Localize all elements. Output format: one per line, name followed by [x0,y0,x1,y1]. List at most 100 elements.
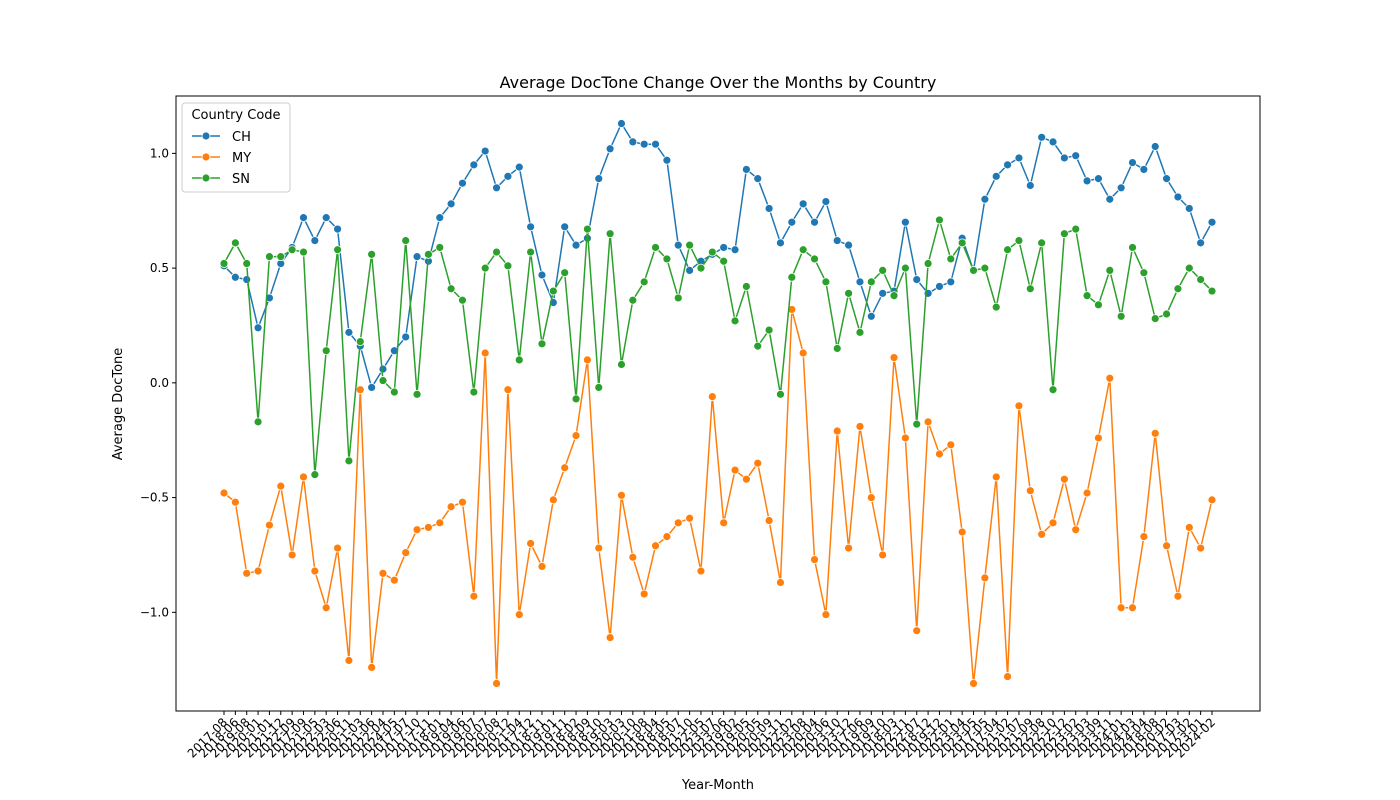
point [526,222,536,232]
point [435,243,445,252]
point [662,155,672,165]
legend-box [181,102,291,193]
point [980,263,990,273]
point [753,458,763,468]
point [367,249,377,259]
point [503,171,513,181]
point [1128,603,1137,613]
y-axis-label: Average DocTone [111,348,126,461]
point [492,679,501,688]
point [1048,518,1058,528]
point [696,566,706,576]
point [810,555,819,564]
point [628,295,638,305]
point [1139,532,1149,541]
point [333,543,342,553]
point [458,178,467,188]
series-line [223,217,1213,475]
point [242,568,252,578]
point [1207,217,1217,227]
point [583,224,592,234]
point [310,470,320,480]
point [333,245,342,255]
point [662,254,672,264]
point [1139,268,1149,278]
point [230,272,240,282]
point [355,337,365,346]
point [321,346,331,356]
point [503,261,513,271]
point [912,275,922,284]
point [651,243,660,252]
point [685,266,695,275]
point [1173,192,1183,202]
point [1105,194,1115,204]
point [276,481,286,491]
point [1082,176,1092,186]
point [787,305,797,314]
point [730,465,740,475]
point [253,417,263,427]
point [685,513,695,523]
point [1116,183,1126,193]
point [1082,488,1092,498]
point [844,543,853,553]
point [299,213,308,223]
point [1162,309,1171,319]
point [571,431,581,441]
point [764,325,774,335]
point [333,224,342,234]
point [367,383,377,392]
point [662,532,672,541]
point [1207,495,1217,505]
point [287,550,297,560]
point [696,263,706,273]
point [935,215,944,225]
point [821,197,831,206]
point [1037,132,1047,142]
point [412,252,422,262]
series-line [223,309,1213,684]
point [321,213,331,223]
point [310,236,320,245]
point [935,282,944,291]
point [435,518,445,528]
point [810,254,819,264]
point [832,236,842,245]
point [1003,160,1012,170]
point [265,252,274,262]
point [355,385,365,395]
point [1059,229,1069,239]
point [980,573,990,583]
point [1105,373,1115,383]
point [242,275,252,284]
point [299,247,308,257]
point [764,516,774,525]
point [810,217,819,227]
point [514,610,524,620]
point [1162,541,1171,551]
point [560,268,570,278]
x-axis-label: Year-Month [681,778,754,793]
y-tick-label: −1.0 [140,605,169,619]
point [855,277,865,287]
point [719,243,729,252]
point [469,591,479,601]
point [1059,153,1069,163]
point [492,183,501,193]
point [446,284,456,294]
point [912,626,922,636]
point [1150,428,1160,438]
point [991,302,1001,312]
point [1059,474,1069,484]
point [900,433,910,443]
point [514,355,524,365]
point [1162,174,1171,184]
point [639,139,649,149]
point [480,348,490,358]
legend-marker [201,131,211,141]
point [480,146,490,156]
point [719,256,729,266]
point [1184,263,1194,273]
point [639,589,649,599]
